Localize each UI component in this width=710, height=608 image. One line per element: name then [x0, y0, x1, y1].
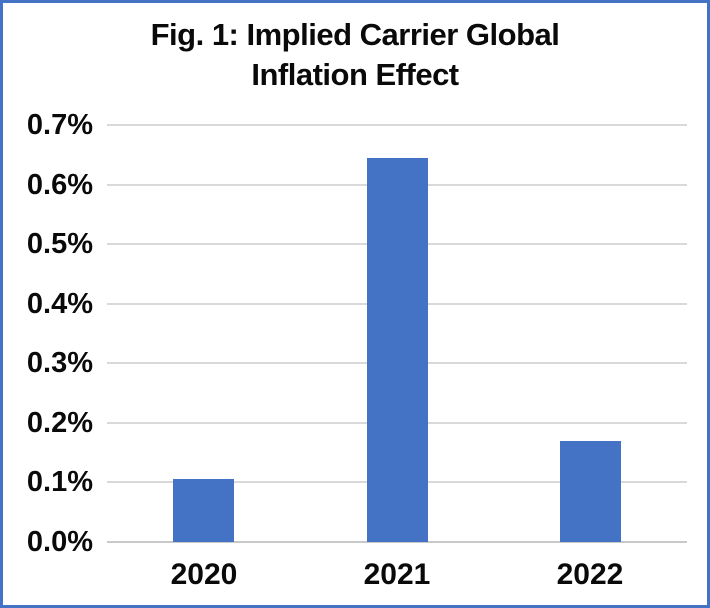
chart-title: Fig. 1: Implied Carrier Global Inflation…: [3, 15, 707, 95]
y-tick-label: 0.7%: [26, 109, 93, 141]
x-axis-line: [107, 541, 687, 543]
bar-2020: [173, 479, 234, 542]
y-tick-label: 0.1%: [26, 466, 93, 498]
x-tick-label-2020: 2020: [170, 558, 238, 591]
y-tick-label: 0.2%: [26, 407, 93, 439]
y-tick-label: 0.3%: [26, 347, 93, 379]
x-tick-label-2021: 2021: [363, 558, 431, 591]
chart-title-line-2: Inflation Effect: [251, 57, 459, 92]
x-tick-label-2022: 2022: [556, 558, 624, 591]
y-tick-label: 0.6%: [26, 169, 93, 201]
chart-title-line-1: Fig. 1: Implied Carrier Global: [150, 17, 560, 52]
y-tick-label: 0.0%: [26, 526, 93, 558]
bar-2021: [367, 158, 428, 542]
plot-area: [107, 124, 687, 543]
gridline: [107, 124, 687, 126]
y-tick-label: 0.5%: [26, 228, 93, 260]
y-tick-label: 0.4%: [26, 288, 93, 320]
bar-2022: [560, 441, 621, 542]
